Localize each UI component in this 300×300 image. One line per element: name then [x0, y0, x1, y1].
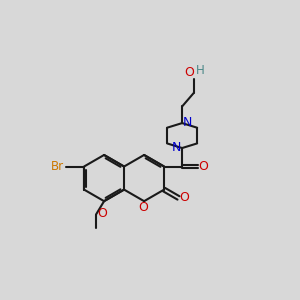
Text: O: O — [198, 160, 208, 173]
Text: H: H — [196, 64, 205, 77]
Text: O: O — [184, 66, 194, 79]
Text: Br: Br — [51, 160, 64, 173]
Text: N: N — [183, 116, 192, 129]
Text: O: O — [180, 191, 189, 204]
Text: N: N — [172, 141, 181, 154]
Text: O: O — [139, 201, 148, 214]
Text: O: O — [98, 207, 107, 220]
